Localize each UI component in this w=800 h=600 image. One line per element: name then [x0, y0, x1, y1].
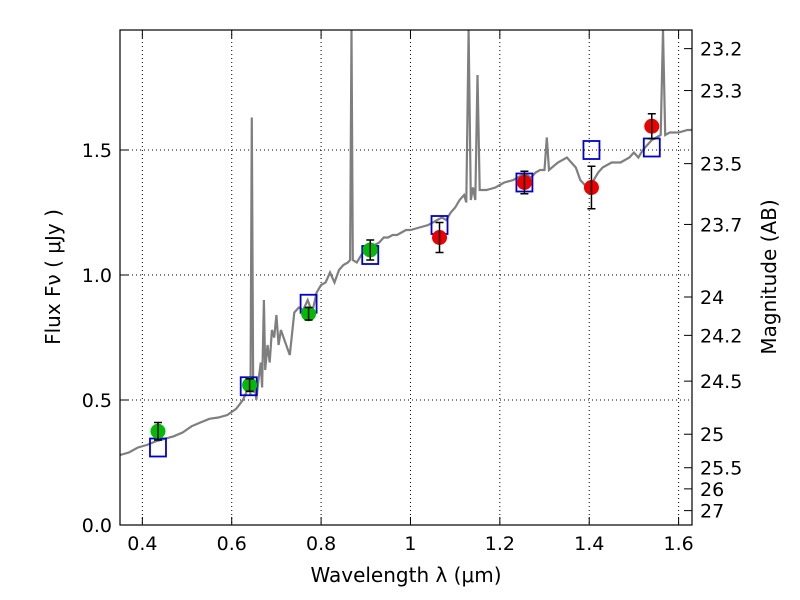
y2-tick-label-8: 25.5: [700, 458, 742, 480]
y2-tick-label-1: 23.3: [700, 81, 742, 103]
y2-tick-label-2: 23.5: [700, 154, 742, 176]
axes-ticks: 0.4 0.6 0.8 1 1.2 1.4 1.6 0.0 0.5 1.0 1.5 23.2 23.3 2…: [82, 30, 742, 555]
x-tick-label-4: 1.2: [485, 533, 515, 555]
plot-background: [120, 30, 692, 525]
observed-photometry-markers: [150, 113, 660, 441]
y2-axis-label: Magnitude (AB): [757, 199, 781, 354]
x-tick-label-3: 1: [404, 533, 416, 555]
y2-tick-label-6: 24.5: [700, 371, 742, 393]
plot-frame: [119, 29, 693, 526]
y-tick-label-2: 1.0: [82, 265, 112, 287]
y2-tick-label-0: 23.2: [700, 39, 742, 61]
y-tick-label-3: 1.5: [82, 140, 112, 162]
y2-tick-label-9: 26: [700, 479, 724, 501]
y2-tick-label-5: 24.2: [700, 325, 742, 347]
x-tick-label-5: 1.4: [574, 533, 604, 555]
y-tick-label-1: 0.5: [82, 390, 112, 412]
y2-tick-label-4: 24: [700, 287, 724, 309]
x-tick-label-2: 0.8: [306, 533, 336, 555]
x-axis-label: Wavelength λ (μm): [310, 563, 501, 587]
x-tick-label-1: 0.6: [217, 533, 247, 555]
y2-tick-label-10: 27: [700, 501, 724, 523]
x-tick-label-6: 1.6: [663, 533, 693, 555]
y-tick-label-0: 0.0: [82, 515, 112, 537]
y2-tick-label-3: 23.7: [700, 214, 742, 236]
y-axis-label: Flux Fν ( μJy ): [41, 209, 65, 345]
data-layer: [119, 29, 692, 458]
x-tick-label-0: 0.4: [127, 533, 157, 555]
model-photometry-square-6: [582, 140, 601, 160]
y2-tick-label-7: 25: [700, 424, 724, 446]
